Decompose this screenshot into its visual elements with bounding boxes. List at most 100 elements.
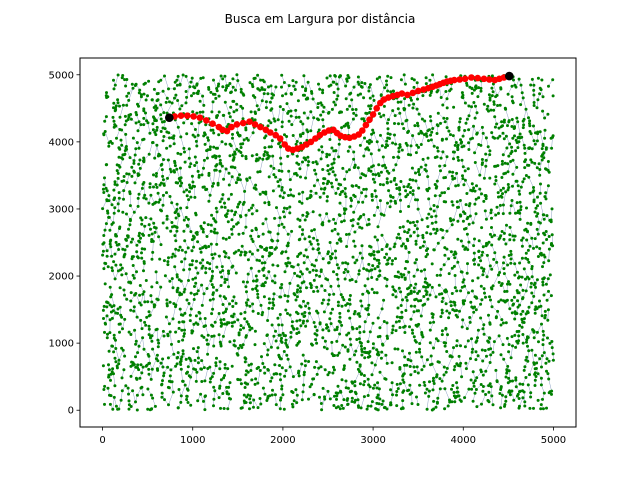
graph-node [463,396,467,400]
graph-node [116,171,120,175]
graph-node [412,274,416,278]
graph-node [435,155,439,159]
graph-node [147,324,151,328]
graph-node [496,191,500,195]
graph-node [487,313,490,317]
graph-node [162,111,166,115]
graph-node [438,273,442,277]
graph-node [125,172,129,176]
graph-node [316,106,320,109]
graph-node [271,297,275,301]
graph-node [412,365,416,369]
graph-node [466,215,470,219]
graph-node [508,379,512,383]
graph-node [128,192,132,196]
graph-node [319,187,323,191]
graph-node [332,404,336,407]
graph-node [295,393,299,397]
graph-node [376,396,379,400]
graph-node [416,291,420,295]
graph-node [222,407,226,410]
graph-node [386,336,389,340]
graph-node [518,324,522,327]
graph-node [481,250,485,254]
graph-node [228,115,232,119]
graph-node [111,309,115,313]
graph-node [321,181,325,185]
graph-node [491,284,495,288]
graph-node [231,77,235,81]
graph-node [532,246,535,250]
graph-node [421,236,425,240]
bfs-path-point [409,89,417,97]
graph-node [533,378,537,382]
graph-node [448,217,452,221]
graph-node [406,358,410,362]
graph-node [277,224,281,227]
graph-node [103,119,107,123]
graph-node [274,339,278,343]
graph-node [480,348,484,352]
graph-node [378,273,382,277]
graph-node [338,332,342,336]
graph-node [392,155,395,159]
graph-node [461,244,465,248]
graph-node [443,253,447,257]
graph-node [333,173,337,177]
graph-node [482,267,486,271]
graph-node [346,402,350,406]
graph-node [136,363,140,367]
graph-node [159,181,163,185]
graph-node [483,349,487,352]
graph-node [332,100,336,104]
graph-node [377,163,381,167]
graph-node [447,129,451,133]
graph-node [482,176,486,180]
graph-node [511,172,515,176]
graph-node [281,250,284,254]
graph-node [480,125,484,129]
graph-node [481,373,485,377]
graph-node [314,191,318,195]
graph-node [358,363,362,367]
graph-node [211,297,215,301]
graph-node [435,229,439,233]
graph-node [301,190,305,194]
graph-node [508,211,512,215]
graph-node [276,232,280,236]
graph-node [336,405,340,409]
graph-node [301,228,305,232]
graph-node [475,405,479,409]
graph-node [208,148,212,151]
graph-node [117,242,121,246]
graph-node [236,353,240,357]
graph-node [504,321,508,325]
graph-node [115,183,119,187]
graph-node [316,102,320,106]
graph-node [137,192,141,196]
graph-node [489,211,493,215]
graph-node [134,147,138,151]
graph-node [341,166,345,170]
graph-node [143,193,147,197]
graph-node [199,250,203,254]
graph-node [125,147,129,151]
graph-node [243,317,247,321]
graph-node [443,164,447,168]
graph-node [304,158,308,162]
graph-node [162,183,166,187]
graph-node [370,140,373,144]
graph-node [224,310,227,314]
graph-node [193,185,196,188]
graph-node [418,347,421,351]
graph-node [129,374,133,378]
graph-node [274,175,278,179]
graph-node [362,213,366,217]
graph-node [173,96,176,100]
graph-node [539,88,543,92]
graph-node [404,189,408,193]
graph-node [417,322,421,326]
graph-node [111,367,115,371]
graph-node [375,77,379,81]
graph-node [210,253,214,257]
